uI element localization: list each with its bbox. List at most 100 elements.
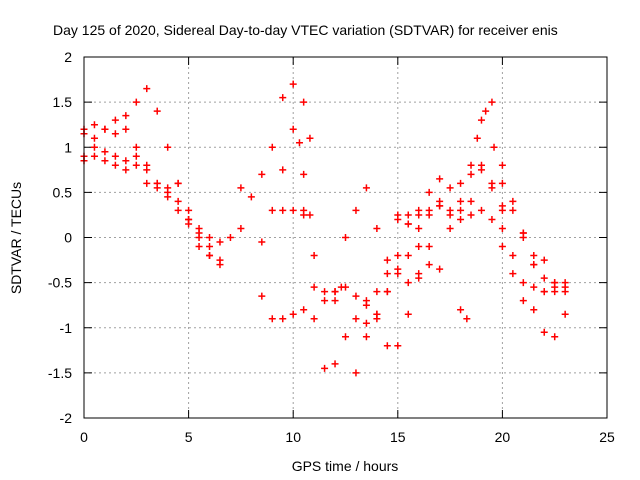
data-point-plus <box>310 283 318 291</box>
data-point-plus <box>530 261 538 269</box>
data-point-plus <box>404 211 412 219</box>
data-point-plus <box>482 107 490 115</box>
data-point-plus <box>436 175 444 183</box>
data-point-plus <box>551 288 559 296</box>
data-point-plus <box>153 184 161 192</box>
data-point-plus <box>268 143 276 151</box>
data-point-plus <box>122 125 130 133</box>
data-point-plus <box>342 283 349 291</box>
data-point-plus <box>488 179 496 187</box>
data-point-plus <box>342 333 349 341</box>
data-point-plus <box>206 243 214 251</box>
data-point-plus <box>258 238 266 246</box>
x-tick-label: 0 <box>80 429 88 445</box>
data-point-plus <box>540 274 548 282</box>
series-track-9 <box>300 206 423 372</box>
data-point-plus <box>122 112 130 120</box>
y-tick-label: -0.5 <box>48 275 72 291</box>
data-point-plus <box>226 234 234 241</box>
series-track-13 <box>394 166 506 228</box>
data-point-plus <box>279 166 287 174</box>
data-point-plus <box>530 252 538 260</box>
data-point-plus <box>373 224 381 232</box>
data-point-plus <box>473 134 481 142</box>
data-point-plus <box>404 279 412 287</box>
x-tick-label: 25 <box>599 429 615 445</box>
data-point-plus <box>195 243 203 251</box>
data-point-plus <box>551 333 559 341</box>
data-point-plus <box>530 283 538 291</box>
y-tick-label: 1.5 <box>53 94 73 110</box>
data-point-plus <box>446 206 454 214</box>
data-point-plus <box>373 310 381 318</box>
data-point-plus <box>477 206 485 214</box>
data-point-plus <box>425 243 433 251</box>
data-point-plus <box>174 206 182 214</box>
data-point-plus <box>237 184 245 192</box>
data-point-plus <box>394 211 402 219</box>
data-point-plus <box>122 157 130 165</box>
data-point-plus <box>300 98 308 106</box>
data-point-plus <box>540 288 548 296</box>
data-point-plus <box>90 152 98 160</box>
y-axis-ticks: -2 -1.5 -1 -0.5 0 0.5 1 1.5 2 <box>48 49 607 426</box>
data-point-plus <box>498 243 506 251</box>
data-point-plus <box>362 333 370 341</box>
data-point-plus <box>561 288 569 296</box>
y-axis-label: SDTVAR / TECUs <box>8 182 24 294</box>
data-point-plus <box>509 252 517 260</box>
data-point-plus <box>446 184 454 192</box>
data-point-plus <box>415 270 423 278</box>
data-point-plus <box>509 197 517 205</box>
data-point-plus <box>394 252 402 260</box>
y-tick-label: 2 <box>64 49 72 65</box>
data-point-plus <box>467 170 475 178</box>
data-point-plus <box>101 148 109 156</box>
data-point-plus <box>498 179 506 187</box>
data-point-plus <box>530 306 538 314</box>
x-axis-ticks: 0 5 10 15 20 25 <box>80 57 615 445</box>
data-point-plus <box>394 265 402 273</box>
data-point-plus <box>300 170 308 178</box>
data-point-plus <box>540 328 548 336</box>
data-point-plus <box>436 197 444 205</box>
data-point-plus <box>425 188 433 196</box>
data-point-plus <box>195 234 203 241</box>
data-point-plus <box>342 234 349 241</box>
data-point-plus <box>551 279 559 287</box>
data-point-plus <box>164 143 172 151</box>
data-point-plus <box>289 125 297 133</box>
x-tick-label: 5 <box>185 429 193 445</box>
data-point-plus <box>279 94 287 102</box>
data-point-plus <box>463 315 471 323</box>
data-point-plus <box>216 238 224 246</box>
y-tick-label: -1 <box>60 320 73 336</box>
data-point-plus <box>310 252 318 260</box>
data-point-plus <box>300 306 308 314</box>
data-point-plus <box>509 270 517 278</box>
data-point-plus <box>216 261 224 269</box>
data-point-plus <box>111 161 119 169</box>
data-points <box>80 80 569 377</box>
data-point-plus <box>164 188 172 196</box>
data-point-plus <box>321 297 329 305</box>
y-tick-label: 1 <box>64 139 72 155</box>
data-point-plus <box>467 197 475 205</box>
data-point-plus <box>498 224 506 232</box>
data-point-plus <box>289 80 297 88</box>
data-point-plus <box>425 261 433 269</box>
x-tick-label: 20 <box>495 429 511 445</box>
data-point-plus <box>247 193 255 201</box>
data-point-plus <box>362 319 370 327</box>
plot-frame <box>83 56 608 419</box>
data-point-plus <box>383 256 391 264</box>
data-point-plus <box>153 107 161 115</box>
data-point-plus <box>300 206 308 214</box>
data-point-plus <box>206 234 214 241</box>
data-point-plus <box>404 220 412 228</box>
data-point-plus <box>415 243 423 251</box>
y-tick-label: 0.5 <box>53 184 73 200</box>
data-point-plus <box>415 224 423 232</box>
